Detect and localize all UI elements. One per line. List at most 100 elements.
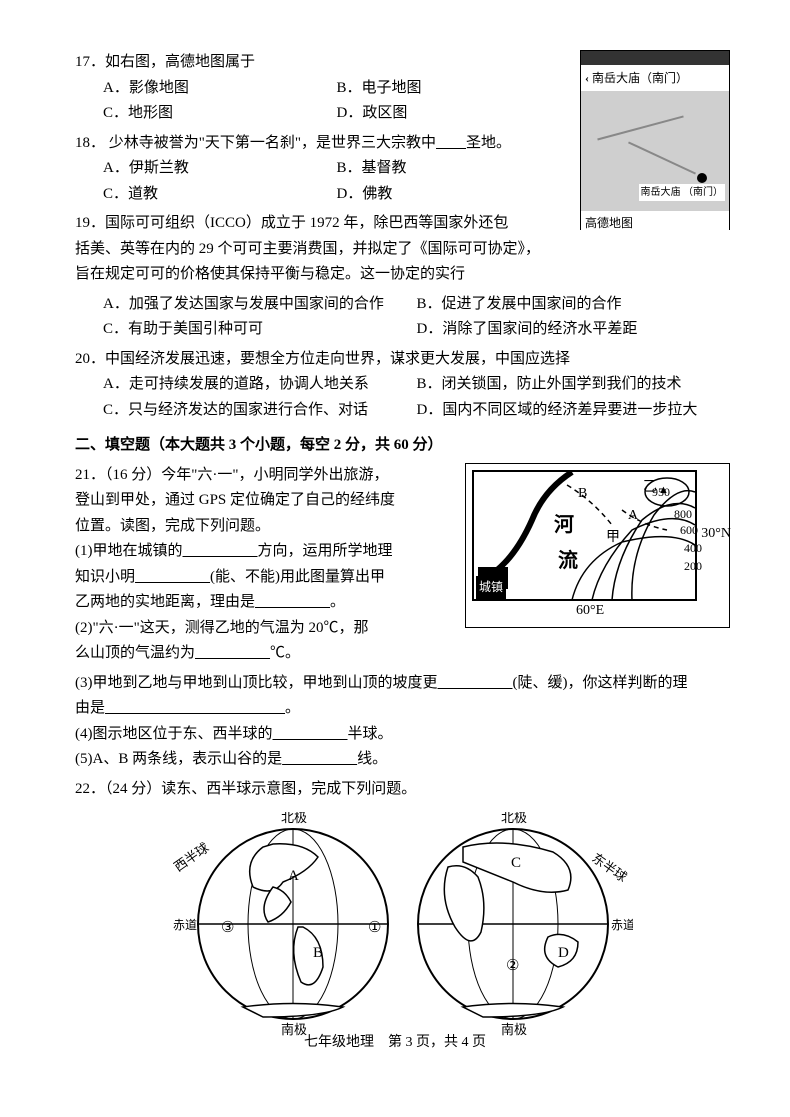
q21-sub5-post: 线。 <box>357 751 387 767</box>
point-jia-label: 甲 <box>606 526 620 550</box>
line-A-label: A <box>628 504 638 528</box>
map-pin-icon <box>697 173 707 183</box>
label-A: A <box>288 868 299 884</box>
q21-sub3-blank1 <box>438 675 513 691</box>
q21-sub1-l2-post: (能、不能)用此图量算出甲 <box>210 569 385 585</box>
q21-sub3-l2: 由是 。 <box>75 696 730 722</box>
gaode-map-figure: 南岳大庙（南门） 南岳大庙 （南门） 高德地图 <box>580 50 730 230</box>
river-label-2: 流 <box>558 544 578 578</box>
q20-option-B: B．闭关锁国，防止外国学到我们的技术 <box>417 372 731 398</box>
contour-map-figure: ▲ 30°N 60°E 城镇 河 流 甲 A B 乙 200 400 600 8… <box>465 463 730 628</box>
q17-options-row1: A．影像地图 B．电子地图 <box>75 76 570 102</box>
label-B-left: B <box>313 945 323 961</box>
north-pole-label-left: 北极 <box>281 812 307 825</box>
contour-950: 950 <box>652 482 670 502</box>
q18-number: 18． <box>75 135 105 151</box>
q20-number: 20． <box>75 351 105 367</box>
q17-text: 如右图，高德地图属于 <box>105 50 255 76</box>
contour-400: 400 <box>684 538 702 558</box>
q21-sub4-blank <box>273 726 348 742</box>
q18-options-row1: A．伊斯兰教 B．基督教 <box>75 156 570 182</box>
q17-options-row2: C．地形图 D．政区图 <box>75 101 570 127</box>
map-pin-label: 南岳大庙 （南门） <box>639 184 726 201</box>
q21-sub1-l3-post: 。 <box>330 594 345 610</box>
q21-intro-l1: 今年"六·一"，小明同学外出旅游， <box>161 467 388 483</box>
exam-page: 南岳大庙（南门） 南岳大庙 （南门） 高德地图 17． 如右图，高德地图属于 A… <box>0 0 790 1117</box>
label-C: C <box>511 855 521 871</box>
circled-2: ② <box>506 958 519 974</box>
circled-3: ③ <box>221 920 234 936</box>
label-D: D <box>558 945 569 961</box>
q22-points: （24 分） <box>105 781 161 797</box>
q21-sub2-l2-post: ℃。 <box>270 645 300 661</box>
map-road-1 <box>597 116 683 141</box>
q19-option-C: C．有助于美国引种可可 <box>103 317 417 343</box>
north-pole-label-right: 北极 <box>501 812 527 825</box>
question-22: 22．（24 分）读东、西半球示意图，完成下列问题。 <box>75 777 730 803</box>
q20-option-C: C．只与经济发达的国家进行合作、对话 <box>103 398 417 424</box>
q19-option-A: A．加强了发达国家与发展中国家间的合作 <box>103 292 417 318</box>
river-label-1: 河 <box>554 508 574 542</box>
q21-sub1-l3-pre: 乙两地的实地距离，理由是 <box>75 594 255 610</box>
q21-sub4: (4)图示地区位于东、西半球的 半球。 <box>75 722 730 748</box>
q19-option-B: B．促进了发展中国家间的合作 <box>417 292 731 318</box>
q17-option-A: A．影像地图 <box>103 76 337 102</box>
question-20: 20．中国经济发展迅速，要想全方位走向世界，谋求更大发展，中国应选择 A．走可持… <box>75 347 730 424</box>
contour-800: 800 <box>674 504 692 524</box>
q21-number: 21． <box>75 467 105 483</box>
hemispheres-svg: 北极 南极 西半球 赤道 ③ ① A B 北极 南极 <box>173 812 633 1037</box>
q20-option-A: A．走可持续发展的道路，协调人地关系 <box>103 372 417 398</box>
page-footer: 七年级地理 第 3 页，共 4 页 <box>0 1031 790 1055</box>
q21-sub4-post: 半球。 <box>348 726 393 742</box>
q21-sub1-mid1: 方向，运用所学地理 <box>258 543 393 559</box>
q21-sub3-mid: (陡、缓)，你这样判断的理 <box>513 675 688 691</box>
q21-sub2-l2-pre: 么山顶的气温约为 <box>75 645 195 661</box>
q21-sub1-pre: (1)甲地在城镇的 <box>75 543 183 559</box>
equator-label-left: 赤道 <box>173 918 197 932</box>
q21-sub3-l2-post: 。 <box>285 700 300 716</box>
q21-sub5-pre: (5)A、B 两条线，表示山谷的是 <box>75 751 282 767</box>
q21-sub1-blank3 <box>255 594 330 610</box>
q21-sub5: (5)A、B 两条线，表示山谷的是 线。 <box>75 747 730 773</box>
west-hemi-label: 西半球 <box>173 840 212 875</box>
q18-text-post: 圣地。 <box>466 135 511 151</box>
q22-text: 读东、西半球示意图，完成下列问题。 <box>161 781 416 797</box>
map-footer-label: 高德地图 <box>581 211 729 235</box>
q20-option-D: D．国内不同区域的经济差异要进一步拉大 <box>417 398 731 424</box>
question-19-options: A．加强了发达国家与发展中国家间的合作 B．促进了发展中国家间的合作 C．有助于… <box>75 292 730 343</box>
q21-sub1-blank1 <box>183 543 258 559</box>
q19-number: 19． <box>75 215 105 231</box>
q17-option-B: B．电子地图 <box>337 76 571 102</box>
q21-sub1-l2-pre: 知识小明 <box>75 569 135 585</box>
circled-1: ① <box>368 920 381 936</box>
q21-points: （16 分） <box>105 467 161 483</box>
q21-sub5-blank <box>282 751 357 767</box>
contour-lon-label: 60°E <box>576 599 604 623</box>
q18-option-B: B．基督教 <box>337 156 571 182</box>
q18-options-row2: C．道教 D．佛教 <box>75 182 570 208</box>
q18-option-D: D．佛教 <box>337 182 571 208</box>
q17-number: 17． <box>75 50 105 76</box>
contour-200: 200 <box>684 556 702 576</box>
q19-text-line2: 括美、英等在内的 29 个可可主要消费国，并拟定了《国际可可协定》， <box>75 237 730 263</box>
q19-option-D: D．消除了国家间的经济水平差距 <box>417 317 731 343</box>
q19-text-line3: 旨在规定可可的价格使其保持平衡与稳定。这一协定的实行 <box>75 262 730 288</box>
q17-option-D: D．政区图 <box>337 101 571 127</box>
q21-sub3-pre: (3)甲地到乙地与甲地到山顶比较，甲地到山顶的坡度更 <box>75 675 438 691</box>
hemispheres-figure: 北极 南极 西半球 赤道 ③ ① A B 北极 南极 <box>75 812 730 1047</box>
map-area: 南岳大庙 （南门） <box>581 91 729 211</box>
contour-lat-label: 30°N <box>701 522 731 546</box>
q18-text-pre: 少林寺被誉为"天下第一名刹"，是世界三大宗教中 <box>109 135 436 151</box>
town-label: 城镇 <box>476 576 506 598</box>
phone-statusbar <box>581 51 729 65</box>
question-21-cont: (3)甲地到乙地与甲地到山顶比较，甲地到山顶的坡度更 (陡、缓)，你这样判断的理… <box>75 671 730 773</box>
q18-blank <box>436 135 466 151</box>
map-title-text: 南岳大庙（南门） <box>592 71 688 85</box>
map-road-2 <box>628 142 696 175</box>
q21-sub3-l2-pre: 由是 <box>75 700 105 716</box>
map-title-bar: 南岳大庙（南门） <box>581 65 729 91</box>
q21-sub2-l2: 么山顶的气温约为 ℃。 <box>75 641 730 667</box>
q21-sub4-pre: (4)图示地区位于东、西半球的 <box>75 726 273 742</box>
section-2-title: 二、填空题（本大题共 3 个小题，每空 2 分，共 60 分） <box>75 433 730 459</box>
q19-text-line1: 国际可可组织（ICCO）成立于 1972 年，除巴西等国家外还包 <box>105 215 508 231</box>
